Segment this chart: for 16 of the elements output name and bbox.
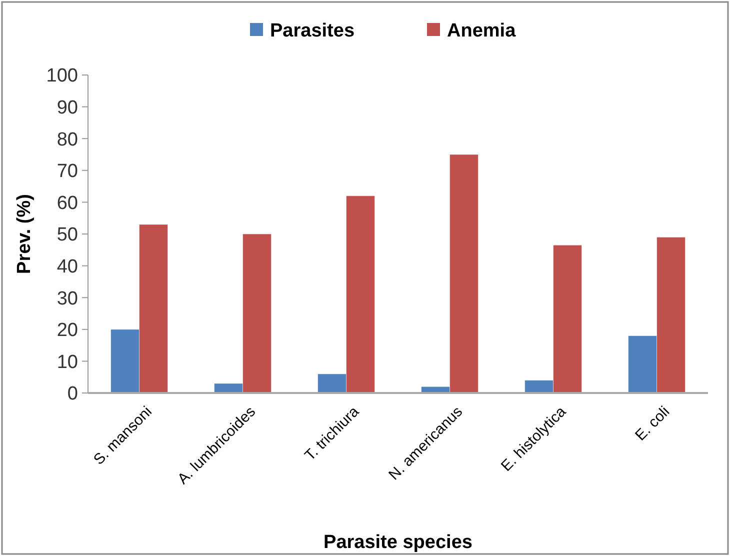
legend-label: Anemia bbox=[447, 20, 516, 42]
y-tick-label: 60 bbox=[56, 192, 78, 214]
y-axis-title: Prev. (%) bbox=[14, 194, 35, 274]
y-tick-label: 10 bbox=[56, 352, 78, 373]
y-tick-label: 50 bbox=[56, 224, 78, 246]
y-tick-label: 0 bbox=[67, 384, 78, 405]
y-tick-label: 90 bbox=[56, 97, 78, 118]
y-tick-label: 20 bbox=[56, 320, 78, 342]
y-tick-label: 30 bbox=[56, 288, 78, 310]
y-tick-label: 80 bbox=[56, 129, 78, 150]
y-tick-label: 70 bbox=[56, 161, 78, 182]
legend-label: Parasites bbox=[270, 20, 355, 42]
y-tick-label: 40 bbox=[56, 256, 78, 278]
x-axis-title: Parasite species bbox=[324, 532, 472, 553]
x-tick-label: E. coli bbox=[632, 403, 674, 444]
y-tick-label: 100 bbox=[46, 66, 78, 87]
